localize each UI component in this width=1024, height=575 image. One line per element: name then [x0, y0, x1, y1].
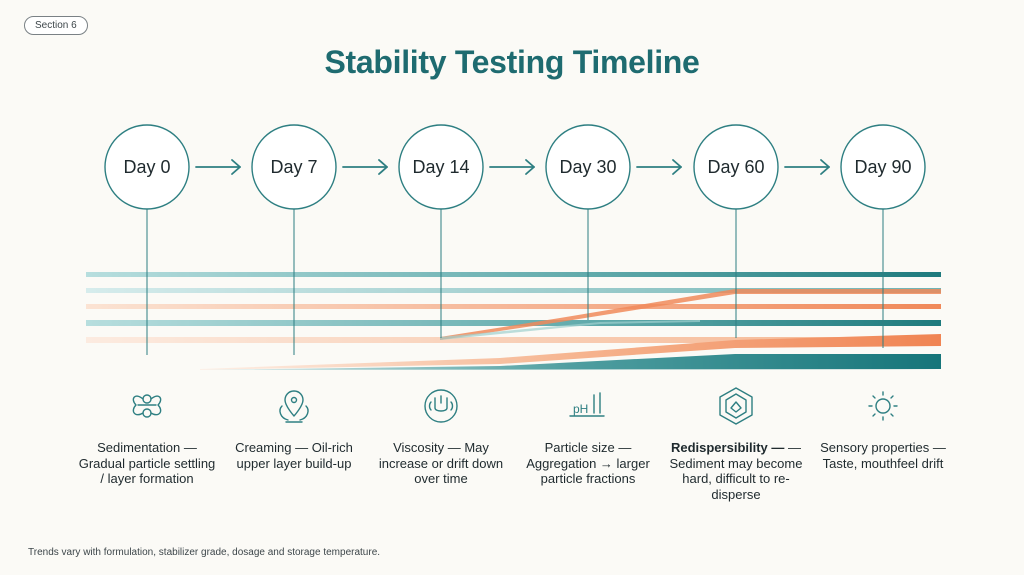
description-heading: Particle size — — [544, 440, 632, 455]
redispersibility-icon — [719, 387, 753, 425]
band-teal-3 — [86, 320, 941, 326]
arrow-right-icon — [195, 159, 241, 175]
milestone-description: Particle size — Aggregation → larger par… — [513, 440, 663, 487]
timeline-arrows — [195, 159, 830, 175]
section-badge: Section 6 — [24, 16, 88, 35]
creaming-icon — [279, 390, 309, 423]
svg-text:pH: pH — [573, 402, 588, 416]
sun-icon — [868, 391, 898, 421]
description-text: increase or drift down over time — [378, 455, 504, 487]
description-heading: Sedimentation — — [97, 440, 197, 455]
milestone-day-0 — [104, 124, 190, 210]
milestone-description: Sedimentation — Gradual particle settlin… — [77, 440, 217, 487]
band-orange-2 — [86, 337, 941, 343]
footnote: Trends vary with formulation, stabilizer… — [28, 547, 381, 558]
sedimentation-icon — [132, 394, 162, 418]
description-text: — Sediment may become hard, difficult to… — [669, 440, 803, 502]
wedge-teal — [200, 354, 941, 370]
milestone-label: Day 0 — [123, 157, 170, 177]
ph-icon: pH — [569, 392, 605, 417]
milestone-day-7 — [251, 124, 337, 210]
description-heading: Sensory properties — [820, 440, 930, 455]
band-orange-1 — [86, 304, 941, 309]
viscosity-icon — [424, 389, 458, 423]
milestone-connectors — [146, 209, 884, 355]
milestone-label: Day 90 — [854, 157, 911, 177]
milestone-label: Day 7 — [270, 157, 317, 177]
milestone-description: Viscosity — May increase or drift down o… — [371, 440, 511, 487]
description-heading: Creaming — — [235, 440, 309, 455]
band-teal-1 — [86, 272, 941, 277]
milestones — [104, 124, 926, 210]
description-text: Oil-rich upper layer build-up — [236, 440, 353, 471]
milestone-day-90 — [840, 124, 926, 210]
milestone-description: Sensory properties — Taste, mouthfeel dr… — [813, 440, 953, 471]
description-text: Gradual particle settling / layer format… — [78, 455, 216, 487]
description-text: Aggregation → larger particle fractions — [526, 455, 650, 487]
milestone-label: Day 30 — [559, 157, 616, 177]
milestone-label: Day 14 — [412, 157, 469, 177]
milestone-description: Creaming — Oil-rich upper layer build-up — [224, 440, 364, 471]
arrow-right-icon — [784, 159, 830, 175]
page-title: Stability Testing Timeline — [324, 44, 700, 80]
milestone-day-60 — [693, 124, 779, 210]
arrow-right-icon — [636, 159, 682, 175]
arrow-right-icon — [489, 159, 535, 175]
description-heading: Redispersibility — — [670, 440, 785, 455]
milestone-day-30 — [545, 124, 631, 210]
wedge-orange — [200, 334, 941, 370]
milestone-day-14 — [398, 124, 484, 210]
arrow-right-icon — [342, 159, 388, 175]
milestone-label: Day 60 — [707, 157, 764, 177]
stability-bands — [86, 272, 941, 370]
milestone-description: Redispersibility — — Sediment may become… — [666, 440, 806, 502]
description-heading: Viscosity — May — [393, 440, 489, 455]
description-text: — Taste, mouthfeel drift — [822, 440, 946, 471]
band-teal-2 — [86, 288, 941, 293]
band-rising-teal — [440, 320, 700, 340]
band-rising-orange — [440, 289, 941, 340]
